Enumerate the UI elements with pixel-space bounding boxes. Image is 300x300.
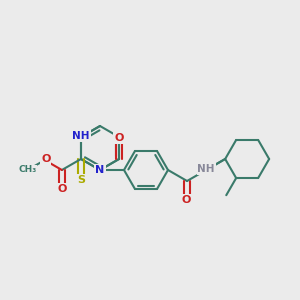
- Text: S: S: [77, 175, 85, 185]
- Text: NH: NH: [72, 131, 90, 141]
- Text: O: O: [182, 195, 191, 205]
- Text: O: O: [41, 154, 50, 164]
- Text: O: O: [114, 133, 124, 143]
- Text: NH: NH: [197, 164, 215, 174]
- Text: N: N: [95, 165, 105, 175]
- Text: CH₃: CH₃: [19, 166, 37, 175]
- Text: O: O: [57, 184, 67, 194]
